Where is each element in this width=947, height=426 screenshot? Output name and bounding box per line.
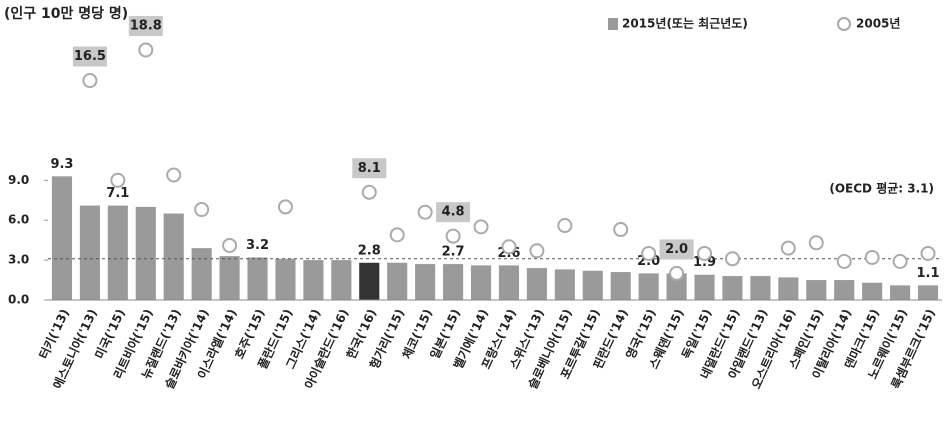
point-value-label: 2.0 xyxy=(665,242,688,257)
point-2005 xyxy=(780,240,796,256)
bar-value-label: 1.9 xyxy=(693,255,716,270)
bar xyxy=(526,268,547,300)
bar xyxy=(862,282,883,300)
legend-label: 2005년 xyxy=(856,17,900,31)
bar xyxy=(275,258,296,300)
y-tick-label: 9.0 xyxy=(8,173,29,187)
point-2005 xyxy=(138,42,154,58)
bar xyxy=(806,280,827,300)
bar xyxy=(79,205,100,300)
bar xyxy=(51,176,73,300)
bar xyxy=(694,274,715,300)
label-box xyxy=(436,202,471,223)
bar xyxy=(470,265,492,300)
point-2005 xyxy=(892,253,908,269)
y-axis-label: (인구 10만 명당 명) xyxy=(4,5,128,22)
bar xyxy=(722,276,743,300)
point-2005 xyxy=(110,172,126,188)
bar xyxy=(135,206,156,300)
point-2005 xyxy=(473,219,489,235)
bar xyxy=(331,260,352,300)
bar xyxy=(359,262,380,300)
bar xyxy=(917,285,939,300)
point-2005 xyxy=(82,73,98,89)
point-2005 xyxy=(361,184,377,200)
bar xyxy=(554,269,575,300)
bar xyxy=(303,260,324,300)
bar xyxy=(750,276,771,300)
bar xyxy=(219,256,240,300)
y-tick-label: 3.0 xyxy=(8,253,29,267)
point-2005 xyxy=(417,204,433,220)
bar xyxy=(778,277,799,300)
point-2005 xyxy=(445,228,461,244)
label-box xyxy=(72,46,107,67)
bar xyxy=(107,205,128,300)
bar-value-label: 2.8 xyxy=(358,243,381,258)
bar xyxy=(638,273,659,300)
bar xyxy=(890,285,911,300)
bar xyxy=(191,248,212,300)
point-2005 xyxy=(641,245,657,261)
bar xyxy=(666,273,687,300)
point-value-label: 16.5 xyxy=(74,49,106,64)
bar xyxy=(834,280,855,300)
bar xyxy=(163,213,184,300)
point-2005 xyxy=(864,249,880,265)
legend-label: 2015년(또는 최근년도) xyxy=(622,16,748,31)
legend-swatch xyxy=(837,17,851,31)
bar xyxy=(415,264,436,300)
y-tick-label: 6.0 xyxy=(8,213,29,227)
bar-value-label: 1.1 xyxy=(917,266,940,281)
reference-label: (OECD 평균: 3.1) xyxy=(829,181,934,195)
point-2005 xyxy=(529,243,545,259)
point-2005 xyxy=(277,199,293,215)
bar xyxy=(247,257,268,300)
bar xyxy=(582,270,603,300)
point-2005 xyxy=(836,253,852,269)
point-2005 xyxy=(389,227,405,243)
bar-value-label: 3.2 xyxy=(246,238,269,253)
point-2005 xyxy=(669,265,685,281)
bar xyxy=(387,262,408,300)
bar-value-label: 9.3 xyxy=(50,157,73,172)
point-2005 xyxy=(557,218,573,234)
bar-value-label: 2.7 xyxy=(442,245,465,260)
legend-swatch xyxy=(608,18,618,30)
point-value-label: 8.1 xyxy=(358,161,381,176)
point-2005 xyxy=(194,202,210,218)
bar-value-label: 7.1 xyxy=(106,186,129,201)
point-value-label: 18.8 xyxy=(130,18,162,33)
point-2005 xyxy=(166,167,182,183)
y-tick-label: 0.0 xyxy=(8,293,29,307)
point-2005 xyxy=(222,237,238,253)
point-value-label: 4.8 xyxy=(442,205,465,220)
point-2005 xyxy=(613,222,629,238)
bar xyxy=(443,264,464,300)
bar xyxy=(498,265,520,300)
label-box xyxy=(352,158,387,179)
bar xyxy=(610,272,631,300)
point-2005 xyxy=(920,245,936,261)
point-2005 xyxy=(808,235,824,251)
label-box xyxy=(659,239,694,260)
point-2005 xyxy=(697,245,713,261)
point-2005 xyxy=(724,251,740,267)
point-2005 xyxy=(501,239,517,255)
label-box xyxy=(128,15,163,36)
